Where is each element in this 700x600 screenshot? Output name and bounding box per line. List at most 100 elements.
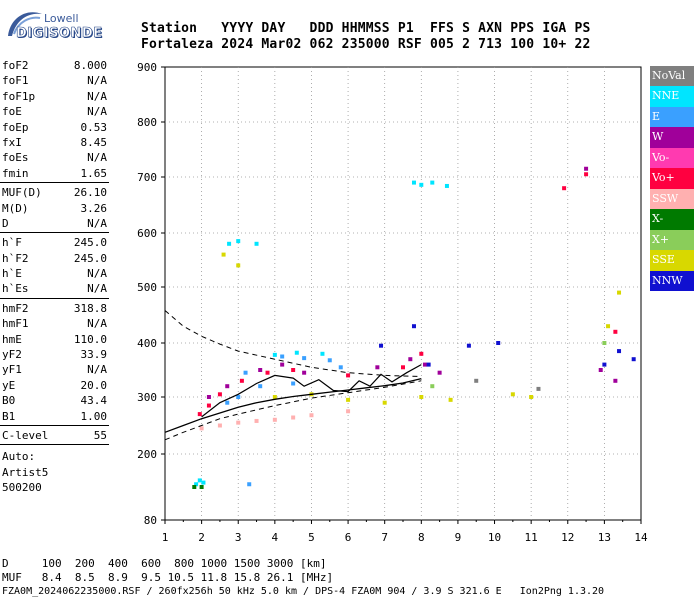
param-row: h`E N/A xyxy=(0,266,110,281)
param-key: foF2 xyxy=(2,59,29,72)
x-tick-label: 7 xyxy=(381,531,388,544)
param-value: N/A xyxy=(87,89,107,103)
echo-point-w xyxy=(408,357,413,362)
echo-point-nnw xyxy=(631,357,636,362)
echo-point-vo- xyxy=(265,370,270,375)
param-row: yE 20.0 xyxy=(0,378,110,393)
legend-item-x-: X+ xyxy=(650,229,694,251)
param-row: hmF2 318.8 xyxy=(0,301,110,316)
echo-point-ssw xyxy=(272,417,277,422)
echo-point-w xyxy=(206,395,211,399)
echo-point-nne xyxy=(254,241,259,246)
param-key: B1 xyxy=(2,409,16,423)
auto-scaling-line2: Artist5 xyxy=(0,465,110,480)
param-key: foEp xyxy=(2,120,29,134)
x-tick-label: 14 xyxy=(634,531,648,544)
param-row: B1 1.00 xyxy=(0,409,110,424)
echo-point-nne xyxy=(201,480,206,485)
plot-frame xyxy=(164,66,642,521)
x-tick-label: 13 xyxy=(598,531,611,544)
echo-point-ssw xyxy=(309,413,314,418)
auto-scaling-line1: Auto: xyxy=(0,449,110,464)
echo-point-vo- xyxy=(217,392,222,397)
echo-point-nnw xyxy=(617,349,622,354)
echo-point-w xyxy=(598,368,603,372)
echo-point-w xyxy=(280,362,285,367)
echo-point-nne xyxy=(227,241,232,246)
x-tick-label: 8 xyxy=(418,531,425,544)
auto-scaled-trace xyxy=(201,364,422,418)
echo-point-nne xyxy=(236,239,241,244)
echo-point-w xyxy=(302,370,307,375)
echo-point-sse xyxy=(236,263,241,268)
echo-point-vo- xyxy=(239,378,244,383)
dashed-profile-lower xyxy=(164,380,422,441)
auto-text: 500200 xyxy=(2,481,42,495)
param-key: D xyxy=(2,216,9,230)
x-tick-label: 4 xyxy=(272,531,279,544)
param-key: foF1p xyxy=(2,89,36,103)
echo-point-nnw xyxy=(379,343,384,348)
echo-point-nne xyxy=(320,351,325,356)
param-separator-space xyxy=(0,424,110,428)
echo-point-nne xyxy=(272,352,277,357)
legend-item-e: E xyxy=(650,106,694,128)
logo-swoosh-icon xyxy=(8,12,42,36)
param-value: 55 xyxy=(93,428,107,442)
param-key: fmin xyxy=(2,166,29,180)
param-key: h`Es xyxy=(2,282,29,296)
legend-item-vo-: Vo- xyxy=(650,147,694,169)
echo-point-w xyxy=(375,365,380,370)
param-value: 20.0 xyxy=(80,378,108,392)
legend-item-sse: SSE xyxy=(650,250,694,271)
param-row: foF1 N/A xyxy=(0,73,110,88)
echo-point-vo- xyxy=(291,368,296,372)
echo-point-w xyxy=(422,362,427,367)
y-tick-label: 200 xyxy=(137,448,157,461)
param-row: h`F2 245.0 xyxy=(0,251,110,266)
param-key: MUF(D) xyxy=(2,186,42,200)
param-value: 245.0 xyxy=(73,251,107,265)
x-tick-label: 5 xyxy=(308,531,315,544)
legend-item-nnw: NNW xyxy=(650,270,694,292)
echo-point-nne xyxy=(430,180,435,185)
param-row: h`Es N/A xyxy=(0,281,110,296)
param-value: 1.00 xyxy=(80,409,108,423)
param-separator-space xyxy=(0,297,110,301)
param-value: N/A xyxy=(87,267,107,281)
echo-point-nnw xyxy=(602,362,607,367)
param-key: h`F xyxy=(2,236,22,250)
echo-point-sse xyxy=(272,395,277,399)
dashed-profile-upper xyxy=(164,310,422,377)
echo-point-e xyxy=(247,482,252,487)
auto-text: Auto: xyxy=(2,450,36,464)
param-key: C-level xyxy=(2,428,49,442)
y-tick-label: 300 xyxy=(137,391,157,404)
logo-brand: Lowell xyxy=(44,12,79,25)
param-row: foEp 0.53 xyxy=(0,120,110,135)
echo-point-sse xyxy=(510,392,515,397)
auto-scaling-line3: 500200 xyxy=(0,480,110,495)
param-row: foE N/A xyxy=(0,104,110,119)
param-value: N/A xyxy=(87,282,107,296)
param-key: B0 xyxy=(2,394,16,408)
param-value: 1.65 xyxy=(80,166,108,180)
param-separator xyxy=(0,182,109,184)
echo-point-e xyxy=(243,370,248,375)
param-row: MUF(D) 26.10 xyxy=(0,185,110,200)
logo-name: DIGISONDE xyxy=(16,26,103,42)
echo-point-e xyxy=(302,356,307,361)
param-key: h`E xyxy=(2,267,22,281)
param-value: N/A xyxy=(87,151,107,165)
echo-point-sse xyxy=(346,397,351,402)
echo-point-nne xyxy=(444,183,449,188)
echo-point-nne xyxy=(411,180,416,185)
echo-point-noval xyxy=(474,378,479,383)
echo-point-sse xyxy=(617,290,622,295)
echo-point-sse xyxy=(221,252,226,257)
parameter-panel: foF2 8.000 foF1 N/A foF1p N/A foE N/A foEp 0.53 fx… xyxy=(0,58,110,496)
footer-distance-row: D 100 200 400 600 800 1000 1500 3000 [km… xyxy=(2,557,327,570)
legend-item-vo-: Vo+ xyxy=(650,168,694,189)
param-separator-space xyxy=(0,181,110,185)
echo-point-w xyxy=(613,378,618,383)
